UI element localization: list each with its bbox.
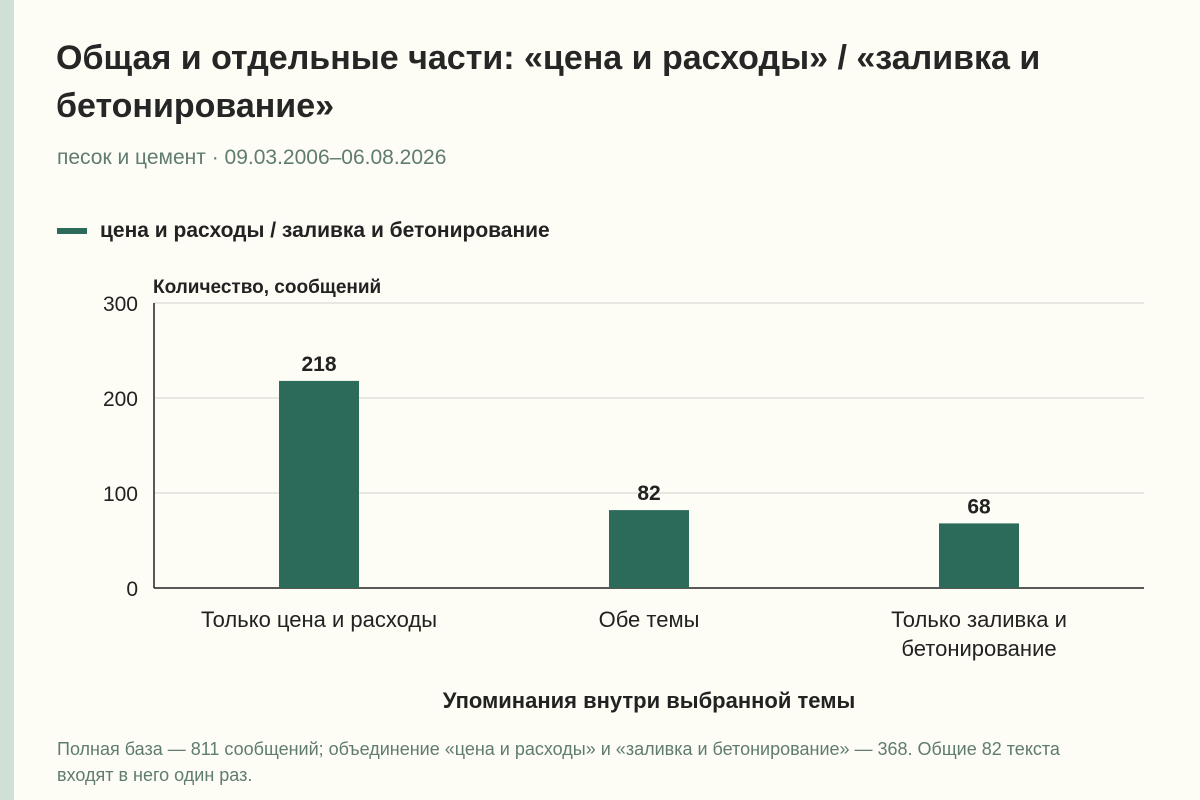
data-label-3: 68 xyxy=(967,495,991,518)
legend-swatch xyxy=(57,228,87,234)
labels: 0 100 200 300 218 Только цена и расходы 82 Обе … xyxy=(103,293,1067,661)
data-label-1: 218 xyxy=(301,353,336,376)
y-tick-label-100: 100 xyxy=(103,483,138,506)
bar-3 xyxy=(939,523,1019,588)
x-tick-label-1: Только цена и расходы xyxy=(201,607,437,632)
legend: цена и расходы / заливка и бетонирование xyxy=(57,219,550,243)
data-label-2: 82 xyxy=(637,482,660,505)
x-tick-label-3-line-1: Только заливка и xyxy=(891,607,1067,632)
accent-strip xyxy=(0,0,14,800)
bar-1 xyxy=(279,380,359,588)
legend-label: цена и расходы / заливка и бетонирование xyxy=(100,219,550,242)
x-tick-label-2: Обе темы xyxy=(599,607,700,632)
chart-title: Общая и отдельные части: «цена и расходы… xyxy=(56,39,1041,125)
chart-subtitle: песок и цемент · 09.03.2006–06.08.2026 xyxy=(57,146,447,169)
y-tick-label-300: 300 xyxy=(103,293,138,316)
bar-2 xyxy=(609,510,689,588)
x-axis-label: Упоминания внутри выбранной темы xyxy=(443,688,856,713)
x-tick-label-3-line-2: бетонирование xyxy=(901,636,1056,661)
y-axis-label: Количество, сообщений xyxy=(153,277,381,298)
bars xyxy=(279,380,1019,588)
y-tick-label-0: 0 xyxy=(126,578,138,601)
footnote: Полная база — 811 сообщений; объединение… xyxy=(57,739,1060,785)
bar-chart: 0 100 200 300 218 Только цена и расходы 82 Обе … xyxy=(103,277,1144,713)
y-tick-label-200: 200 xyxy=(103,388,138,411)
